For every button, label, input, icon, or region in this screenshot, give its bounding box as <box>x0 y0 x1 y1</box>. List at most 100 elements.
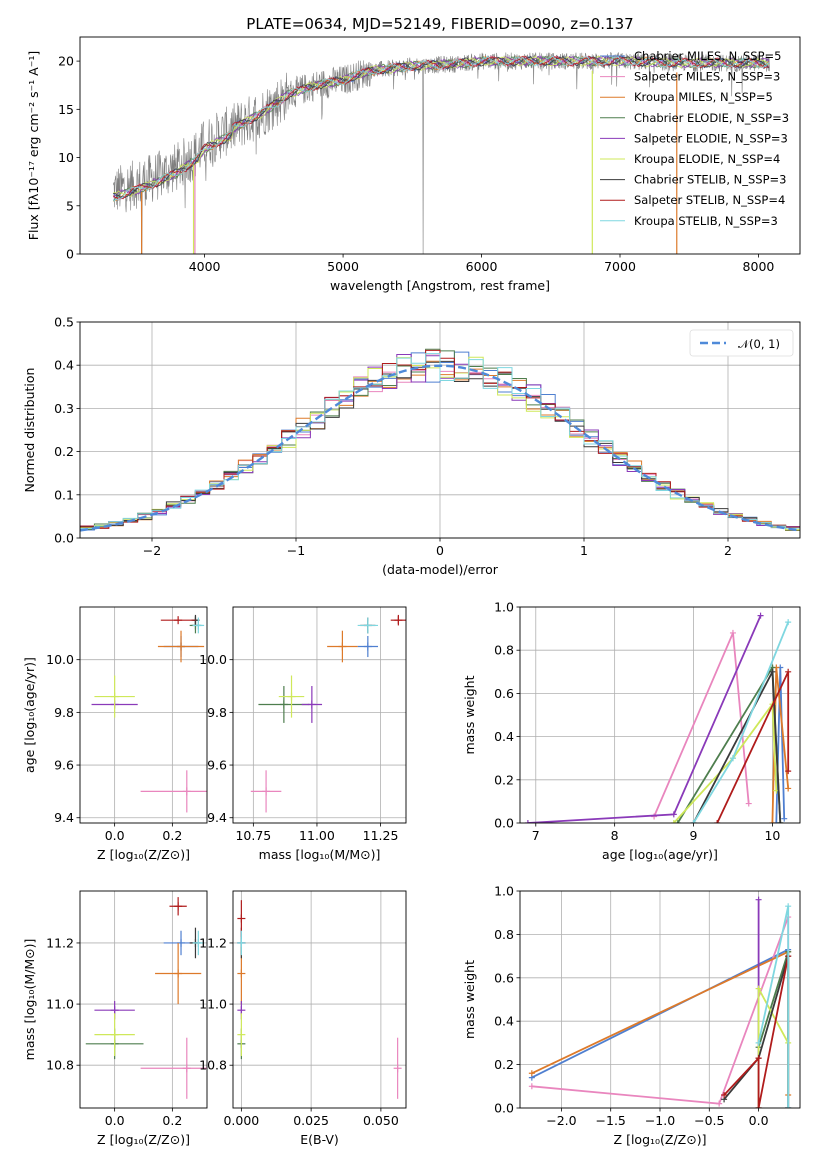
mass-weight-marker <box>781 815 788 822</box>
mass-weight-marker <box>716 1100 723 1107</box>
tick-label-x: 0.0 <box>105 1113 125 1128</box>
mass-weight-marker <box>721 1091 728 1098</box>
tick-label-x: 7 <box>532 828 540 843</box>
mass-weight-line <box>527 615 762 823</box>
tick-label-y: 9.4 <box>207 810 227 825</box>
tick-label-y: 9.4 <box>54 810 74 825</box>
x-axis-label: Z [log₁₀(Z/Z⊙)] <box>97 847 190 862</box>
tick-label-x: −0.5 <box>694 1113 724 1128</box>
errorbar-point <box>140 1037 207 1099</box>
tick-label-y: 0.4 <box>494 729 514 744</box>
errorbar-point <box>157 630 205 663</box>
mass-weight-marker <box>674 820 681 823</box>
tick-label-x: 6000 <box>466 259 498 274</box>
mass-weight-marker <box>755 985 762 992</box>
axes-frame <box>79 606 208 824</box>
tick-label-y: 0.6 <box>494 686 514 701</box>
legend-label: Kroupa STELIB, N_SSP=3 <box>634 214 778 228</box>
axes-frame <box>232 606 407 824</box>
mass-weight-marker <box>785 668 792 675</box>
tick-label-x: 5000 <box>327 259 359 274</box>
legend-label: Chabrier MILES, N_SSP=5 <box>634 49 781 63</box>
tick-label-x: 11.25 <box>363 828 399 843</box>
mass-weight-marker <box>528 1070 535 1077</box>
axes-frame <box>519 890 801 1109</box>
panel-5: 7 8 9 10 0.0 0.2 0.4 0.6 0.8 1.0 age [log₁₀(age/yr… <box>462 600 801 862</box>
chart-title: PLATE=0634, MJD=52149, FIBERID=0090, z=0… <box>246 15 633 33</box>
tick-label-y: 0.2 <box>54 444 74 459</box>
tick-label-y: 9.8 <box>207 705 227 720</box>
y-axis-label: Flux [fλ10⁻¹⁷ erg cm⁻² s⁻¹ A⁻¹] <box>26 51 41 240</box>
errorbar-point <box>393 1037 402 1099</box>
x-axis-label: age [log₁₀(age/yr)] <box>602 847 718 862</box>
tick-label-y: 0.5 <box>54 315 74 330</box>
model-spectrum-line <box>112 55 770 200</box>
mass-weight-marker <box>670 820 677 823</box>
errorbar-point <box>258 686 310 723</box>
y-axis-label: mass [log₁₀(M/M⊙)] <box>22 939 37 1061</box>
legend-label: Chabrier STELIB, N_SSP=3 <box>634 173 786 187</box>
plot-area <box>237 900 402 1099</box>
legend: 𝒩(0, 1) <box>689 329 794 357</box>
normal-reference-curve <box>80 364 800 532</box>
tick-label-x: 0.0 <box>749 1113 769 1128</box>
errorbar-point <box>250 770 282 813</box>
tick-label-y: 0.1 <box>54 487 74 502</box>
errorbar-point <box>327 630 358 663</box>
tick-label-x: −2 <box>143 543 161 558</box>
legend-label: Chabrier ELODIE, N_SSP=3 <box>634 111 789 125</box>
errorbar-point <box>192 617 205 634</box>
mass-weight-marker <box>755 1039 762 1046</box>
mass-weight-line <box>653 632 750 817</box>
tick-label-x: −2.0 <box>546 1113 576 1128</box>
x-axis-label: mass [log₁₀(M/M⊙)] <box>259 847 381 862</box>
x-axis-label: Z [log₁₀(Z/Z⊙)] <box>614 1132 707 1147</box>
mass-weight-marker <box>785 1105 792 1108</box>
legend-label: 𝒩(0, 1) <box>738 337 780 351</box>
mass-weight-marker <box>785 785 792 792</box>
legend-box <box>689 329 794 357</box>
tick-label-y: 0.8 <box>494 927 514 942</box>
errorbar-point <box>140 770 207 813</box>
mass-weight-marker <box>524 820 531 823</box>
errorbar-point <box>94 675 135 718</box>
errorbar-point <box>169 897 187 916</box>
tick-label-y: 9.6 <box>207 758 227 773</box>
errorbar-point <box>94 1013 135 1057</box>
mass-weight-marker <box>670 811 677 818</box>
x-axis-label: wavelength [Angstrom, rest frame] <box>330 278 550 293</box>
tick-label-x: 9 <box>690 828 698 843</box>
mass-weight-line <box>723 955 790 1108</box>
axes-frame <box>79 36 801 255</box>
axes-frame <box>79 890 208 1109</box>
mass-weight-marker <box>755 896 762 903</box>
plot-area <box>524 612 792 823</box>
tick-label-x: −1.5 <box>596 1113 626 1128</box>
errorbar-point <box>301 686 323 723</box>
mass-weight-marker <box>714 820 721 823</box>
model-spectrum-line <box>112 55 770 203</box>
tick-label-y: 11.2 <box>199 935 227 950</box>
x-axis-label: Z [log₁₀(Z/Z⊙)] <box>97 1132 190 1147</box>
errorbar-point <box>390 614 406 626</box>
tick-label-x: 10.75 <box>235 828 271 843</box>
plot-area <box>528 896 792 1108</box>
tick-label-y: 11.0 <box>199 997 227 1012</box>
tick-label-y: 11.0 <box>46 997 74 1012</box>
mass-weight-marker <box>755 1105 762 1108</box>
tick-label-x: 0.050 <box>363 1113 399 1128</box>
tick-label-x: 0.2 <box>162 828 182 843</box>
legend-label: Kroupa ELODIE, N_SSP=4 <box>634 152 780 166</box>
y-axis-label: mass weight <box>462 960 477 1039</box>
mass-weight-marker <box>769 668 776 675</box>
mass-weight-marker <box>777 820 784 823</box>
x-axis-label: E(B-V) <box>300 1132 339 1147</box>
tick-label-y: 0.0 <box>54 531 74 546</box>
tick-label-y: 11.2 <box>46 935 74 950</box>
errorbar-point <box>357 635 379 658</box>
y-axis-label: age [log₁₀(age/yr)] <box>22 657 37 773</box>
tick-label-y: 9.6 <box>54 758 74 773</box>
tick-label-x: 0.0 <box>105 828 125 843</box>
panel-3: 0.0 0.2 9.4 9.6 9.8 10.0 Z [log₁₀(Z/Z⊙)] age [l… <box>22 606 208 862</box>
